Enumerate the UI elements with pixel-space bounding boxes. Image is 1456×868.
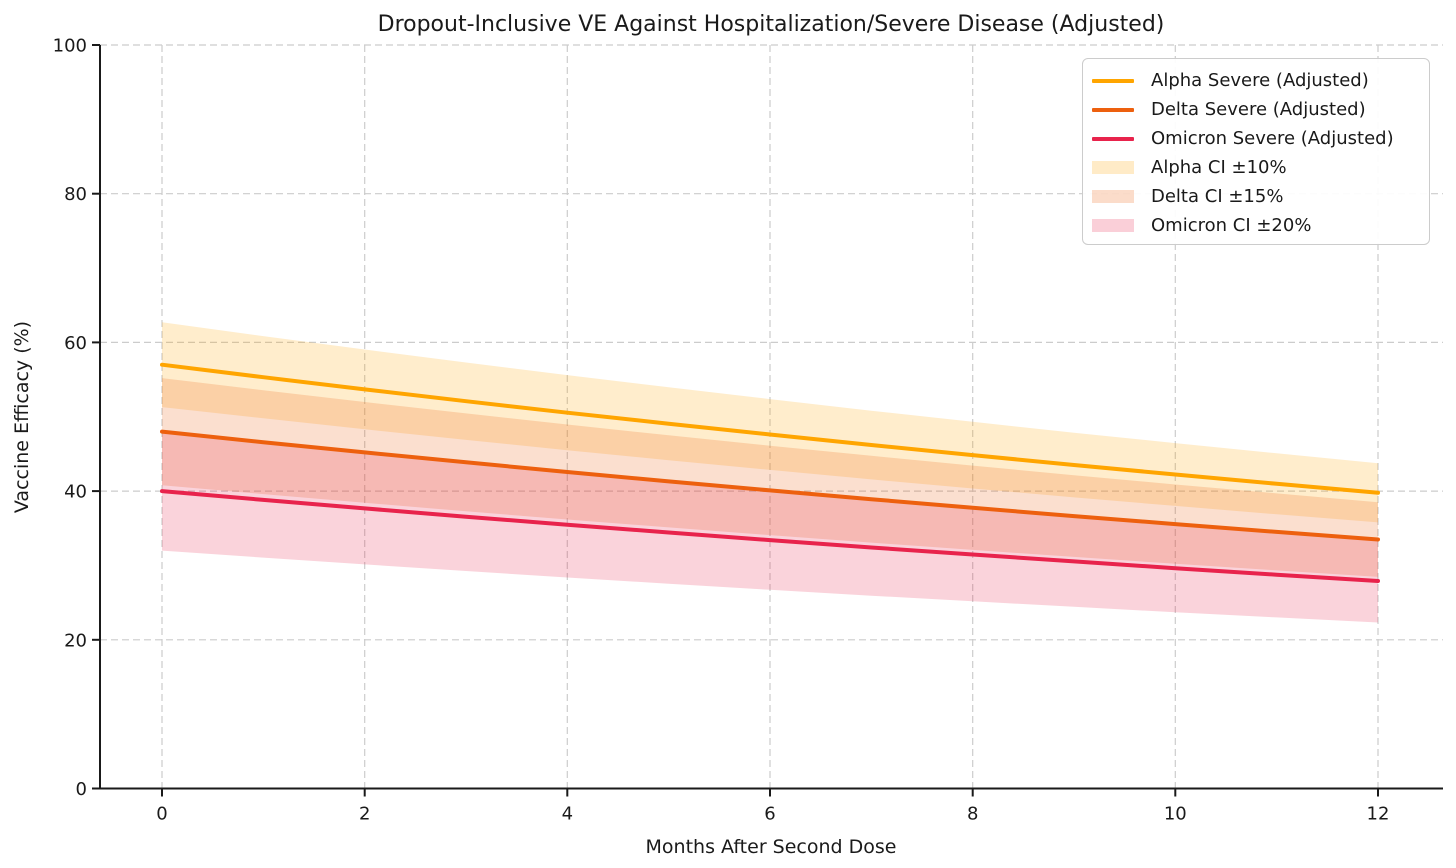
plot-area: 0 2 4 6 8 10 12 0 20 40 60 80 100 [53, 36, 1443, 825]
legend-row: Delta CI ±15% [1083, 182, 1429, 211]
svg-text:4: 4 [562, 804, 573, 825]
svg-text:80: 80 [64, 184, 87, 205]
legend-line-swatch [1092, 136, 1134, 141]
legend-label: Alpha Severe (Adjusted) [1151, 70, 1369, 91]
legend-label: Delta Severe (Adjusted) [1151, 99, 1366, 120]
legend-label: Delta CI ±15% [1151, 186, 1284, 207]
legend-row: Alpha Severe (Adjusted) [1083, 66, 1429, 95]
legend-row: Alpha CI ±10% [1083, 153, 1429, 182]
svg-text:60: 60 [64, 333, 87, 354]
legend-line-swatch [1092, 78, 1134, 83]
svg-text:12: 12 [1367, 804, 1390, 825]
legend-line-swatch [1092, 107, 1134, 112]
legend-patch-swatch [1092, 219, 1134, 232]
chart-title: Dropout-Inclusive VE Against Hospitaliza… [378, 12, 1165, 37]
svg-text:6: 6 [764, 804, 775, 825]
legend-row: Delta Severe (Adjusted) [1083, 95, 1429, 124]
legend-patch-swatch [1092, 190, 1134, 203]
legend-label: Omicron Severe (Adjusted) [1151, 128, 1394, 149]
svg-text:8: 8 [967, 804, 978, 825]
svg-text:10: 10 [1164, 804, 1187, 825]
legend-row: Omicron CI ±20% [1083, 211, 1429, 240]
legend-label: Omicron CI ±20% [1151, 215, 1312, 236]
svg-text:2: 2 [359, 804, 370, 825]
svg-text:40: 40 [64, 482, 87, 503]
legend: Alpha Severe (Adjusted) Delta Severe (Ad… [1082, 58, 1430, 245]
svg-text:0: 0 [76, 779, 87, 800]
legend-patch-swatch [1092, 161, 1134, 174]
legend-label: Alpha CI ±10% [1151, 157, 1287, 178]
legend-row: Omicron Severe (Adjusted) [1083, 124, 1429, 153]
svg-text:20: 20 [64, 630, 87, 651]
x-axis-label: Months After Second Dose [646, 836, 897, 858]
svg-text:100: 100 [53, 36, 87, 57]
y-axis-label: Vaccine Efficacy (%) [11, 321, 33, 513]
svg-text:0: 0 [156, 804, 167, 825]
